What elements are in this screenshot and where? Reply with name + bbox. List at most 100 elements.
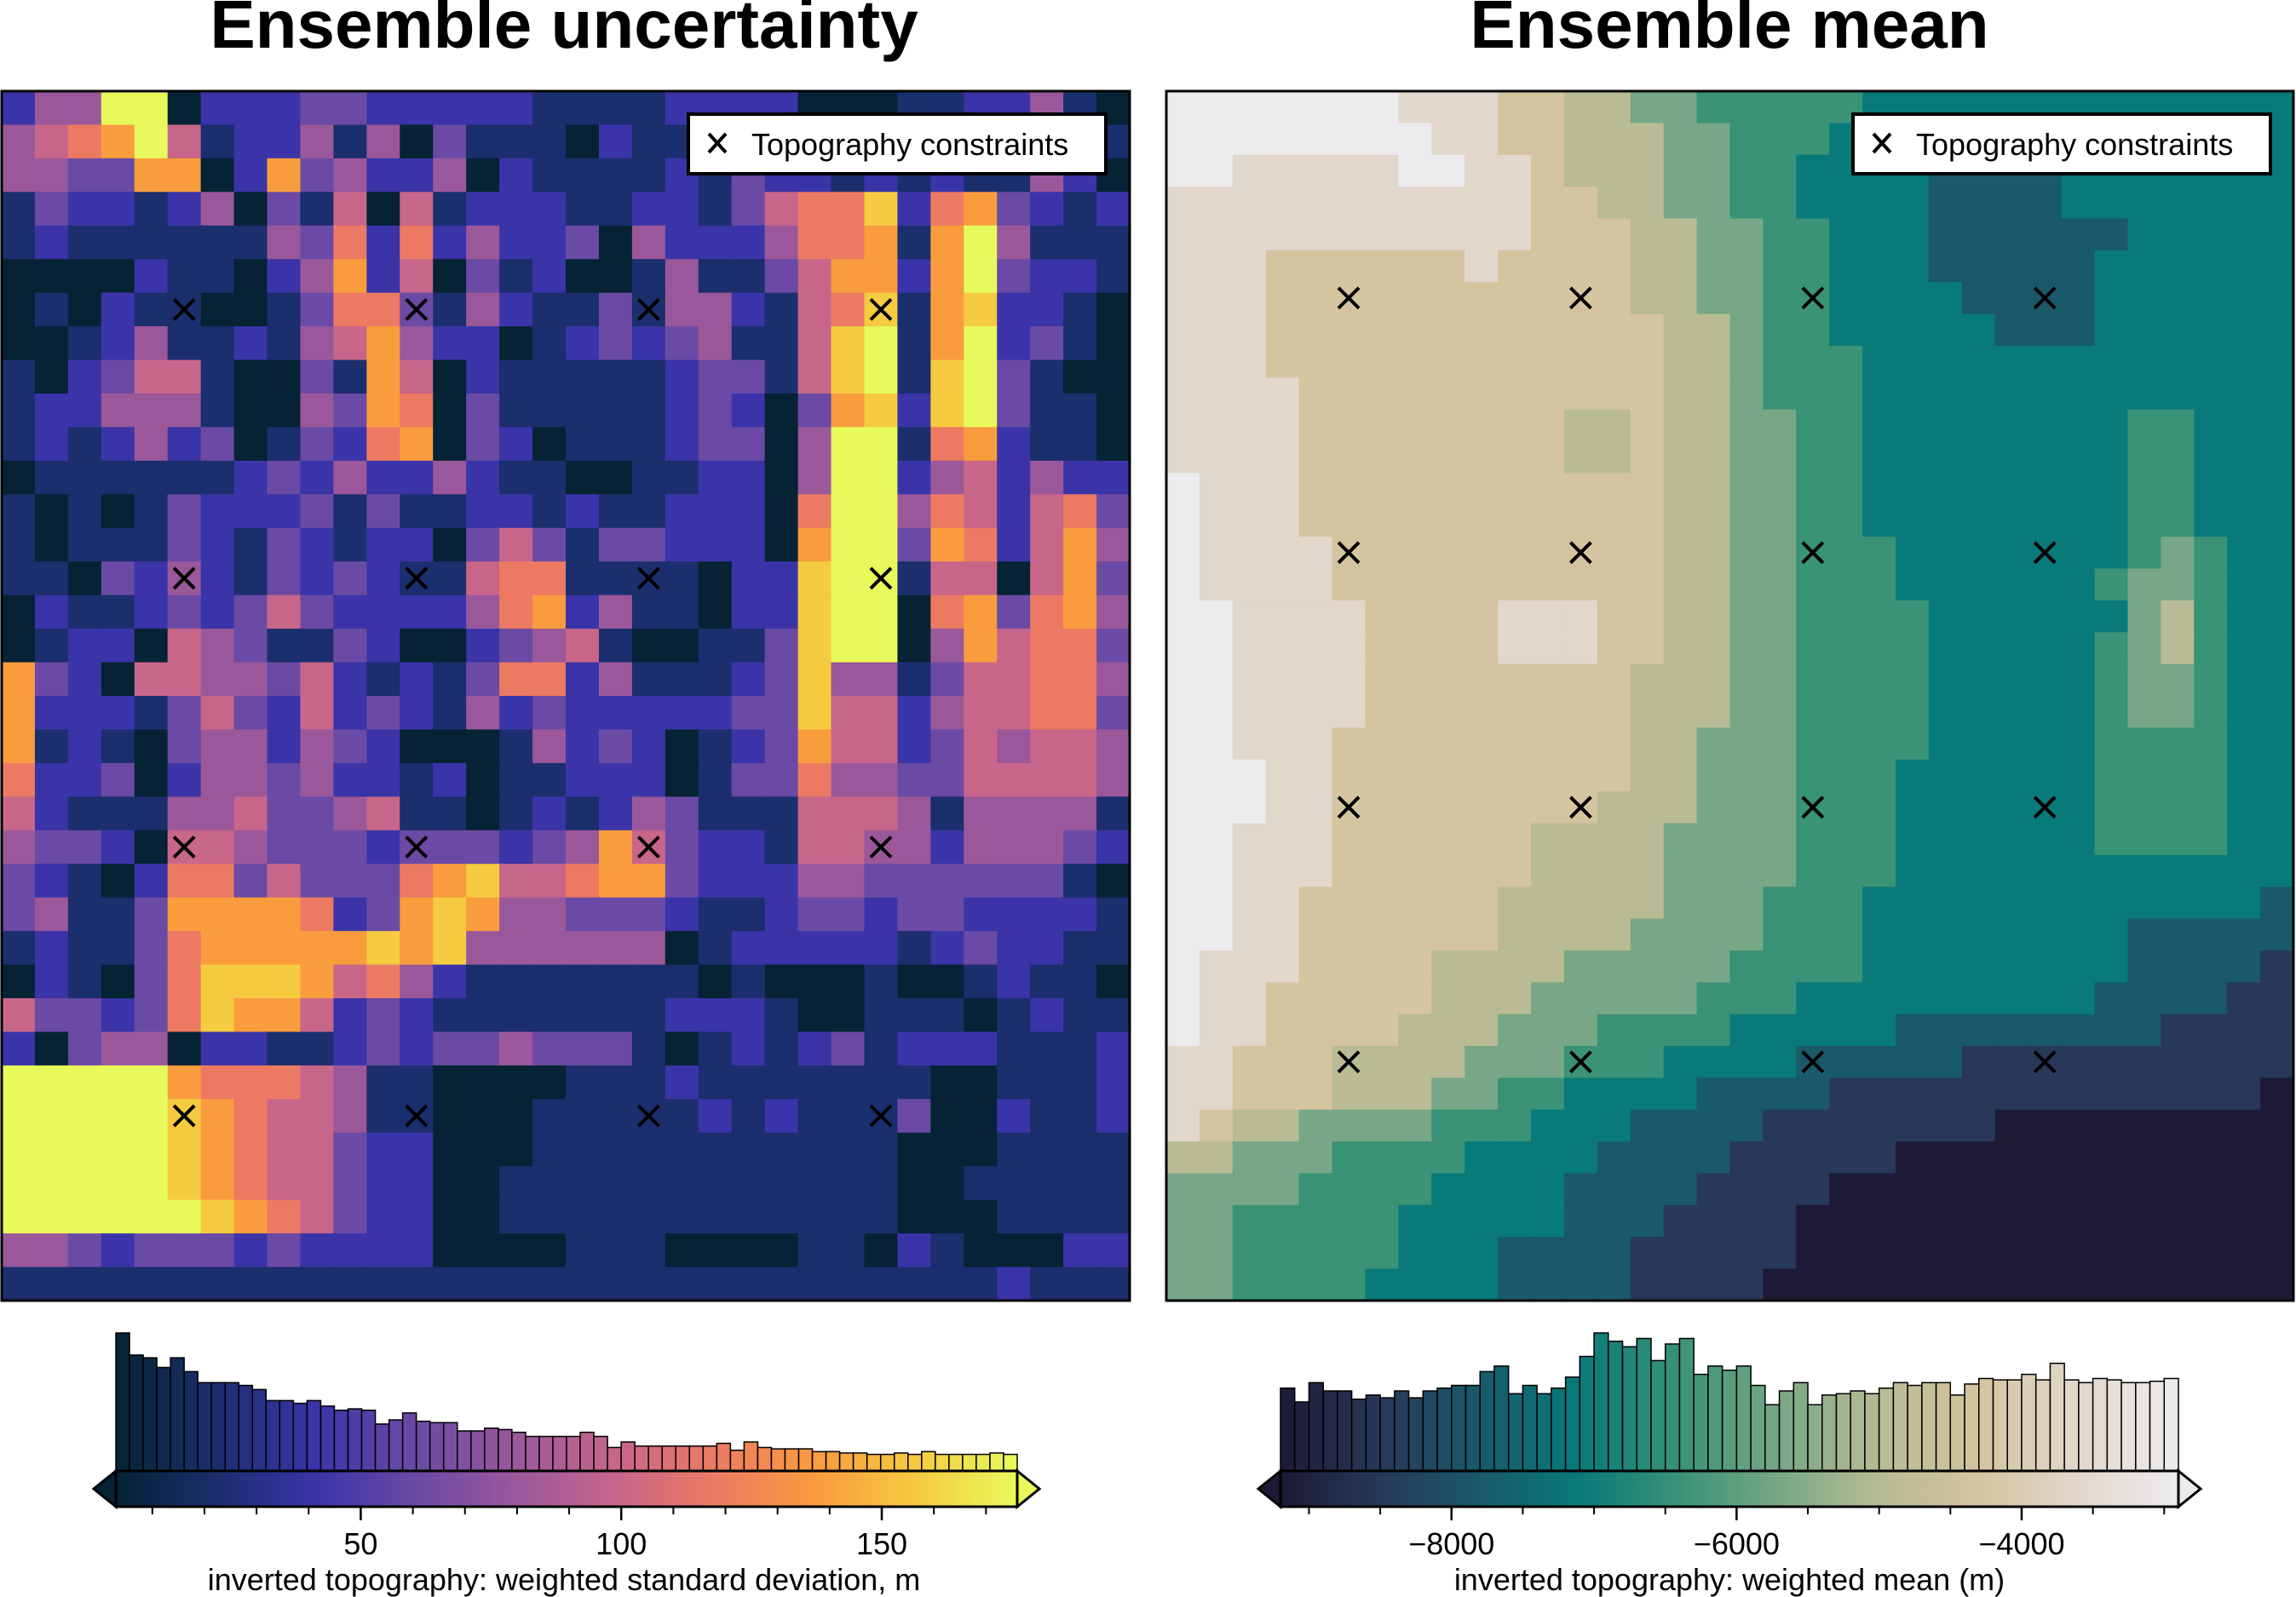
- heatmap-cell: [566, 91, 600, 126]
- heatmap-cell: [167, 696, 202, 731]
- heatmap-cell: [930, 629, 964, 664]
- heatmap-cell: [1696, 791, 1731, 824]
- heatmap-cell: [1365, 1237, 1399, 1270]
- heatmap-cell: [67, 830, 102, 865]
- heatmap-cell: [101, 897, 135, 932]
- heatmap-cell: [2028, 696, 2063, 728]
- heatmap-cell: [2127, 377, 2161, 411]
- heatmap-cell: [1265, 918, 1300, 951]
- heatmap-cell: [1896, 441, 1930, 474]
- heatmap-cell: [964, 864, 998, 899]
- heatmap-cell: [1829, 918, 1863, 951]
- histogram-bar: [1735, 1365, 1752, 1472]
- histogram-bar: [1878, 1387, 1895, 1472]
- heatmap-cell: [698, 427, 733, 462]
- heatmap-cell: [1696, 1014, 1731, 1047]
- heatmap-cell: [466, 1267, 500, 1301]
- heatmap-cell: [1928, 568, 1963, 601]
- heatmap-cell: [2061, 218, 2096, 251]
- heatmap-cell: [1365, 1014, 1399, 1047]
- heatmap-cell: [433, 729, 467, 764]
- heatmap-cell: [598, 527, 633, 562]
- heatmap-cell: [499, 527, 533, 562]
- heatmap-cell: [2, 561, 36, 596]
- heatmap-cell: [1298, 441, 1333, 474]
- heatmap-cell: [2, 662, 36, 697]
- heatmap-cell: [1862, 727, 1896, 761]
- heatmap-cell: [1763, 823, 1797, 856]
- heatmap-cell: [134, 762, 169, 797]
- heatmap-cell: [1696, 345, 1731, 378]
- heatmap-cell: [1928, 982, 1963, 1015]
- heatmap-cell: [400, 494, 434, 529]
- colorbar-tick-label: 150: [856, 1526, 907, 1561]
- heatmap-cell: [1096, 762, 1131, 797]
- heatmap-cell: [333, 561, 367, 596]
- heatmap-cell: [400, 1065, 434, 1100]
- heatmap-cell: [1332, 632, 1367, 665]
- heatmap-cell: [665, 561, 699, 596]
- heatmap-cell: [101, 762, 135, 797]
- heatmap-cell: [1663, 409, 1698, 442]
- heatmap-cell: [1030, 729, 1064, 764]
- heatmap-cell: [333, 897, 367, 932]
- heatmap-cell: [698, 192, 733, 227]
- heatmap-cell: [1763, 441, 1797, 474]
- heatmap-cell: [764, 225, 799, 260]
- mean-legend: Topography constraints: [1851, 112, 2272, 175]
- heatmap-cell: [598, 696, 633, 731]
- heatmap-cell: [831, 595, 866, 629]
- heatmap-cell: [1398, 441, 1432, 474]
- heatmap-cell: [1464, 632, 1499, 665]
- histogram-bar: [2149, 1380, 2166, 1472]
- heatmap-cell: [2, 225, 36, 260]
- histogram-bar: [1493, 1365, 1510, 1472]
- heatmap-cell: [1332, 1109, 1367, 1142]
- heatmap-cell: [2028, 854, 2063, 888]
- heatmap-cell: [1862, 600, 1896, 633]
- heatmap-cell: [1928, 1046, 1963, 1079]
- heatmap-cell: [1862, 887, 1896, 920]
- heatmap-cell: [1630, 600, 1665, 633]
- heatmap-cell: [1928, 1204, 1963, 1238]
- heatmap-cell: [466, 394, 500, 428]
- heatmap-cell: [134, 1099, 169, 1134]
- heatmap-cell: [598, 1065, 633, 1100]
- heatmap-cell: [167, 864, 202, 899]
- heatmap-cell: [1696, 377, 1731, 411]
- heatmap-cell: [997, 192, 1031, 227]
- histogram-bar: [743, 1441, 759, 1472]
- heatmap-cell: [930, 998, 964, 1033]
- heatmap-cell: [1166, 982, 1200, 1015]
- heatmap-cell: [499, 1065, 533, 1100]
- heatmap-cell: [1464, 1109, 1499, 1142]
- heatmap-cell: [665, 394, 699, 428]
- heatmap-cell: [964, 696, 998, 731]
- heatmap-cell: [499, 1132, 533, 1167]
- heatmap-cell: [1663, 250, 1698, 283]
- heatmap-cell: [466, 629, 500, 664]
- heatmap-cell: [1531, 123, 1565, 156]
- heatmap-cell: [1199, 504, 1234, 537]
- heatmap-cell: [2194, 1268, 2228, 1301]
- heatmap-cell: [1030, 1065, 1064, 1100]
- heatmap-cell: [2, 864, 36, 899]
- heatmap-cell: [930, 1233, 964, 1268]
- histogram-bar: [838, 1452, 855, 1472]
- heatmap-cell: [2127, 1141, 2161, 1175]
- heatmap-cell: [1829, 345, 1863, 378]
- histogram-bar: [825, 1451, 841, 1472]
- heatmap-cell: [466, 729, 500, 764]
- heatmap-cell: [1166, 791, 1200, 824]
- histogram-bar: [989, 1452, 1004, 1472]
- heatmap-cell: [2061, 1237, 2096, 1270]
- heatmap-cell: [997, 527, 1031, 562]
- heatmap-cell: [1063, 427, 1097, 462]
- heatmap-cell: [598, 897, 633, 932]
- heatmap-cell: [598, 1099, 633, 1134]
- heatmap-cell: [1498, 409, 1532, 442]
- heatmap-cell: [1696, 1268, 1731, 1301]
- heatmap-cell: [897, 359, 931, 394]
- heatmap-cell: [2260, 568, 2294, 601]
- heatmap-cell: [2260, 1268, 2294, 1301]
